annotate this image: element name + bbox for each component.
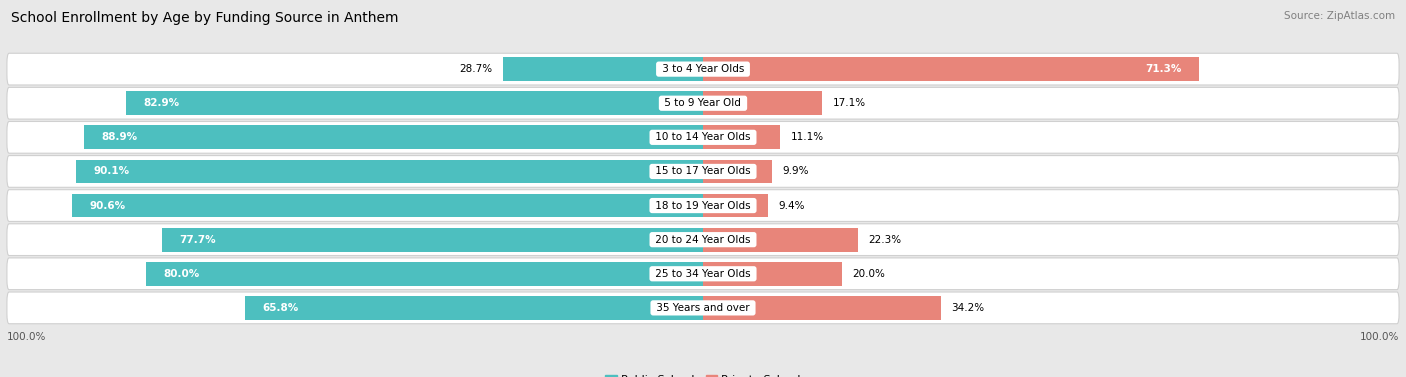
Text: 22.3%: 22.3% [869, 234, 901, 245]
FancyBboxPatch shape [7, 156, 1399, 187]
Text: 18 to 19 Year Olds: 18 to 19 Year Olds [652, 201, 754, 211]
Text: 5 to 9 Year Old: 5 to 9 Year Old [661, 98, 745, 108]
Bar [703, 228, 858, 251]
Bar [245, 296, 703, 320]
Bar [84, 126, 703, 149]
Bar [503, 57, 703, 81]
Text: 20 to 24 Year Olds: 20 to 24 Year Olds [652, 234, 754, 245]
Bar [703, 262, 842, 286]
Text: 15 to 17 Year Olds: 15 to 17 Year Olds [652, 166, 754, 176]
Bar [703, 194, 769, 218]
FancyBboxPatch shape [7, 190, 1399, 221]
Text: Source: ZipAtlas.com: Source: ZipAtlas.com [1284, 11, 1395, 21]
Text: 65.8%: 65.8% [263, 303, 298, 313]
Text: 77.7%: 77.7% [180, 234, 217, 245]
FancyBboxPatch shape [7, 292, 1399, 324]
Bar [703, 126, 780, 149]
Text: 25 to 34 Year Olds: 25 to 34 Year Olds [652, 269, 754, 279]
Bar [703, 296, 941, 320]
Bar [127, 91, 703, 115]
Text: 34.2%: 34.2% [952, 303, 984, 313]
Text: 35 Years and over: 35 Years and over [652, 303, 754, 313]
Text: 100.0%: 100.0% [1360, 332, 1399, 342]
Text: 3 to 4 Year Olds: 3 to 4 Year Olds [658, 64, 748, 74]
Text: 71.3%: 71.3% [1146, 64, 1182, 74]
Text: 80.0%: 80.0% [163, 269, 200, 279]
Text: 100.0%: 100.0% [7, 332, 46, 342]
Text: 88.9%: 88.9% [101, 132, 138, 143]
Bar [73, 194, 703, 218]
Text: 20.0%: 20.0% [852, 269, 886, 279]
Text: 17.1%: 17.1% [832, 98, 866, 108]
Text: 10 to 14 Year Olds: 10 to 14 Year Olds [652, 132, 754, 143]
Text: 28.7%: 28.7% [460, 64, 494, 74]
FancyBboxPatch shape [7, 53, 1399, 85]
Text: 82.9%: 82.9% [143, 98, 180, 108]
Text: 9.9%: 9.9% [782, 166, 808, 176]
Text: 11.1%: 11.1% [790, 132, 824, 143]
Legend: Public School, Private School: Public School, Private School [600, 370, 806, 377]
FancyBboxPatch shape [7, 224, 1399, 256]
Bar [162, 228, 703, 251]
Text: 90.6%: 90.6% [90, 201, 127, 211]
Text: 9.4%: 9.4% [779, 201, 806, 211]
Text: School Enrollment by Age by Funding Source in Anthem: School Enrollment by Age by Funding Sour… [11, 11, 399, 25]
FancyBboxPatch shape [7, 121, 1399, 153]
Text: 90.1%: 90.1% [93, 166, 129, 176]
FancyBboxPatch shape [7, 87, 1399, 119]
Bar [703, 159, 772, 183]
Bar [703, 57, 1199, 81]
Bar [703, 91, 823, 115]
Bar [76, 159, 703, 183]
FancyBboxPatch shape [7, 258, 1399, 290]
Bar [146, 262, 703, 286]
